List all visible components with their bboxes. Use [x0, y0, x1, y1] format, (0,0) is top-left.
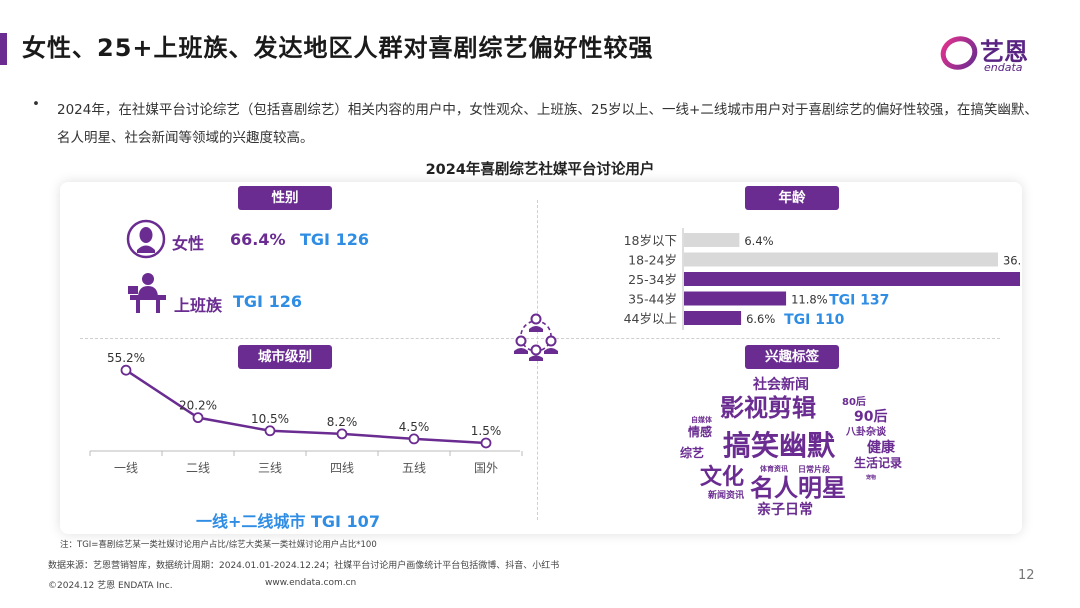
age-tgi-label: TGI 110: [784, 312, 845, 328]
tgi-note: 注：TGI=喜剧综艺某一类社媒讨论用户占比/综艺大类某一类社媒讨论用户占比*10…: [60, 540, 377, 550]
age-value-label: 6.4%: [744, 234, 773, 248]
age-bar: [684, 252, 998, 267]
word-culture: 文化: [700, 465, 745, 490]
city-category-label: 一线: [114, 461, 138, 475]
city-point: [408, 433, 420, 445]
age-bar: [684, 272, 1020, 286]
endata-logo-icon: [940, 36, 978, 70]
word-80s: 80后: [842, 397, 866, 408]
logo-text: 艺恩: [980, 38, 1028, 66]
interest-pill: 兴趣标签: [745, 345, 839, 369]
city-tgi: 一线+二线城市 TGI 107: [196, 512, 380, 531]
city-point: [264, 425, 276, 437]
page-number: 12: [1018, 568, 1035, 583]
age-value-label: 36.3%: [1003, 254, 1020, 268]
city-point: [192, 412, 204, 424]
chart-title: 2024年喜剧综艺社媒平台讨论用户: [425, 162, 655, 178]
word-life-record: 生活记录: [854, 456, 903, 470]
age-pill: 年龄: [745, 186, 839, 210]
worker-label: 上班族: [174, 296, 223, 315]
interest-word-cloud: 社会新闻 影视剪辑 80后 90后 自媒体 八卦杂谈 情感 搞笑幽默 健康 综艺…: [560, 372, 1020, 528]
age-value-label: 11.8%: [791, 293, 828, 307]
city-category-label: 二线: [186, 461, 210, 475]
age-value-label: 6.6%: [746, 312, 775, 326]
city-point: [480, 437, 492, 449]
word-social-news: 社会新闻: [753, 377, 809, 393]
word-video-edit: 影视剪辑: [720, 394, 816, 422]
city-pill: 城市级别: [238, 345, 332, 369]
word-gossip: 八卦杂谈: [846, 427, 886, 438]
word-90s: 90后: [854, 409, 888, 425]
city-category-label: 五线: [402, 461, 426, 475]
office-worker-icon: [128, 272, 168, 314]
city-category-label: 四线: [330, 461, 354, 475]
bullet-marker: •: [32, 96, 40, 112]
word-sports-news: 体育资讯: [760, 465, 788, 473]
horizontal-divider: [80, 338, 1000, 339]
age-tgi-label: TGI 137: [829, 293, 889, 309]
city-value-label: 10.5%: [251, 412, 289, 426]
word-variety: 综艺: [680, 446, 705, 460]
age-bar: [684, 311, 742, 325]
word-celebrity: 名人明星: [750, 474, 846, 502]
female-tgi: TGI 126: [300, 230, 369, 249]
description-text: 2024年，在社媒平台讨论综艺（包括喜剧综艺）相关内容的用户中，女性观众、上班族…: [57, 102, 1038, 146]
female-percent: 66.4%: [230, 230, 286, 249]
page-title: 女性、25+上班族、发达地区人群对喜剧综艺偏好性较强: [22, 34, 654, 62]
age-category-label: 18-24岁: [628, 253, 677, 268]
age-category-label: 25-34岁: [628, 272, 677, 287]
word-emotion: 情感: [688, 425, 713, 439]
city-category-label: 国外: [474, 461, 498, 475]
logo-subtext: endata: [984, 61, 1023, 74]
age-category-label: 18岁以下: [624, 233, 677, 248]
age-bar: [684, 233, 740, 247]
copyright: ©2024.12 艺恩 ENDATA Inc.: [48, 581, 173, 591]
data-source: 数据来源：艺恩营销智库，数据统计周期：2024.01.01-2024.12.24…: [48, 561, 560, 571]
word-daily-clips: 日常片段: [798, 465, 830, 474]
female-label: 女性: [172, 234, 205, 253]
gender-pill: 性别: [238, 186, 332, 210]
endata-logo: 艺恩 endata: [940, 34, 1050, 74]
city-line-chart: 55.2% 一线 20.2% 二线 10.5% 三线 8.2% 四线 4.5% 五线 1.5% 国外: [89, 352, 523, 475]
word-news-info: 新闻资讯: [708, 491, 745, 501]
city-value-label: 55.2%: [107, 352, 145, 365]
female-icon: [126, 219, 166, 259]
word-pets: 宠物: [866, 475, 877, 481]
age-category-label: 35-44岁: [628, 292, 677, 307]
title-accent-bar: [0, 33, 7, 65]
user-group-icon: [511, 311, 561, 361]
city-series-line: [125, 369, 487, 445]
worker-tgi: TGI 126: [233, 292, 302, 311]
city-value-label: 20.2%: [179, 399, 217, 413]
word-humor: 搞笑幽默: [723, 429, 836, 462]
website-link[interactable]: www.endata.com.cn: [265, 578, 357, 588]
word-health: 健康: [867, 440, 895, 456]
city-point: [336, 428, 348, 440]
city-category-label: 三线: [258, 461, 282, 475]
word-parenting: 亲子日常: [757, 502, 813, 518]
word-self-media: 自媒体: [691, 416, 712, 424]
city-value-label: 4.5%: [399, 420, 430, 434]
age-category-label: 44岁以上: [624, 311, 677, 326]
city-value-label: 1.5%: [471, 424, 502, 438]
age-bar: [684, 291, 787, 306]
city-value-label: 8.2%: [327, 415, 358, 429]
city-point: [120, 364, 132, 376]
